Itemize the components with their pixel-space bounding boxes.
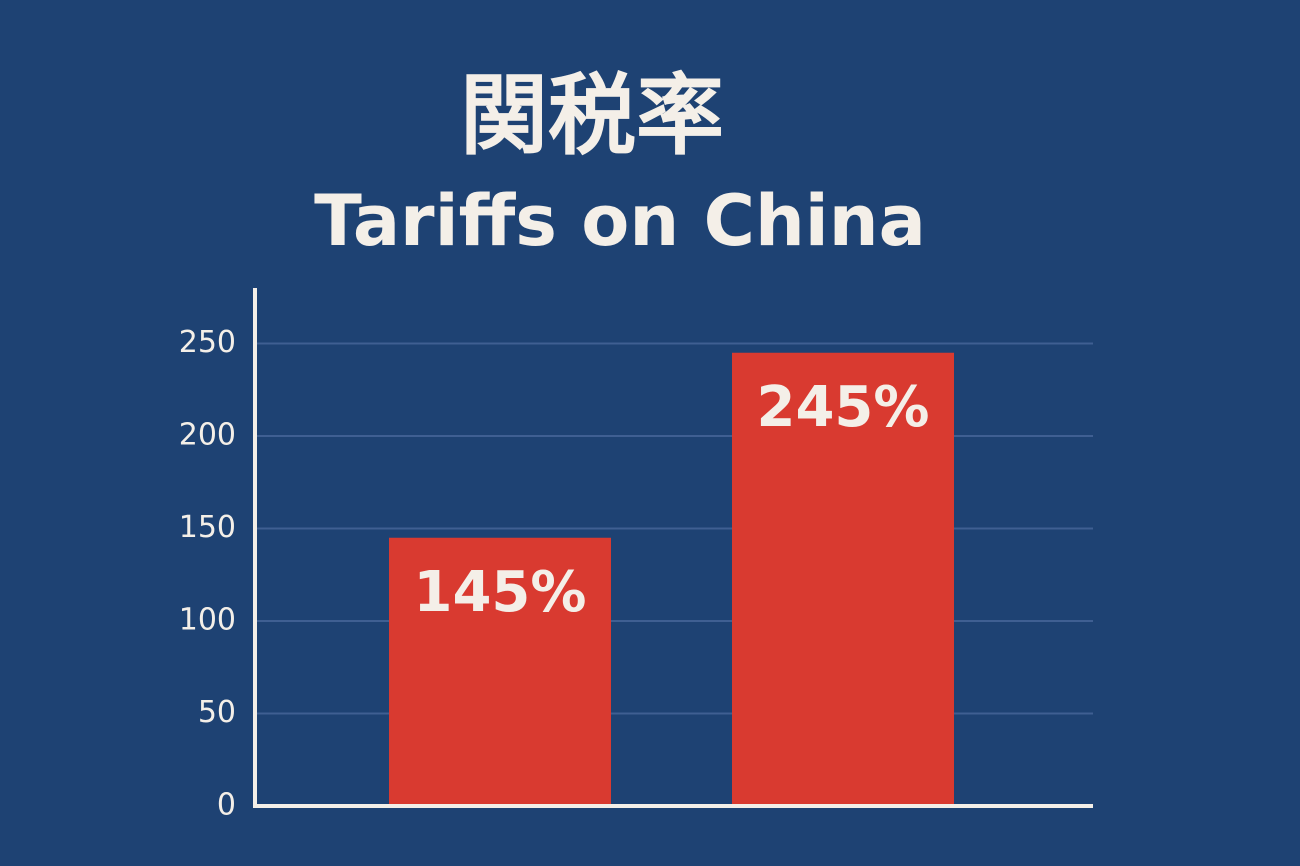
y-tick-label: 250 [179,325,236,360]
chart-title: 関税率 [460,64,724,167]
y-tick-label: 150 [179,510,236,545]
value-label: 145% [413,560,586,625]
y-tick-label: 200 [179,418,236,453]
y-tick-label: 100 [179,603,236,638]
y-tick-label: 50 [198,695,236,730]
y-tick-label: 0 [217,788,236,823]
bar [732,352,954,806]
value-label: 245% [756,375,929,440]
bar [389,537,611,806]
chart-subtitle: Tariffs on China [314,180,926,262]
